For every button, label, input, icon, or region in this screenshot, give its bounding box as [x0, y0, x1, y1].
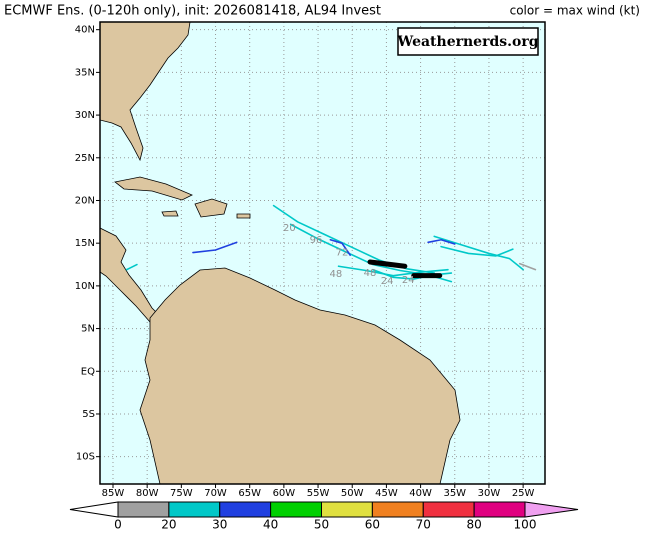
north-america [99, 21, 191, 162]
track [125, 263, 138, 271]
colorbar-label: 70 [416, 518, 431, 532]
colorbar-label: 100 [514, 518, 537, 532]
x-tick-label: 80W [136, 488, 159, 499]
track [433, 235, 524, 271]
tracks: 20 96 72 48 48 24 24 [125, 204, 537, 287]
colorbar-box [219, 501, 272, 518]
hour-label: 20 [283, 223, 296, 234]
cuba [114, 176, 193, 201]
x-tick-label: 85W [102, 488, 125, 499]
logo-box [397, 27, 539, 56]
hour-label: 48 [364, 268, 377, 279]
colorbar-label: 20 [161, 518, 176, 532]
y-tick-label: 10S [76, 452, 95, 463]
colorbar-label: 40 [263, 518, 278, 532]
colorbar-label: 80 [466, 518, 481, 532]
x-tick-label: 60W [273, 488, 296, 499]
south-america [139, 267, 461, 485]
colorbar-label: 60 [365, 518, 380, 532]
map-frame [99, 21, 546, 485]
colorbar-label: 50 [314, 518, 329, 532]
colorbar-box [117, 501, 170, 518]
x-tick-label: 50W [341, 488, 364, 499]
colorbar-box [422, 501, 475, 518]
y-tick-label: 20N [75, 195, 95, 206]
x-tick-label: 40W [409, 488, 432, 499]
colorbar-box [168, 501, 221, 518]
hour-label: 48 [329, 269, 342, 280]
colorbar-box [270, 501, 322, 518]
colorbar-label: 30 [212, 518, 227, 532]
y-tick-label: 15N [75, 238, 95, 249]
hour-label: 24 [402, 275, 415, 286]
x-tick-label: 35W [443, 488, 466, 499]
track [192, 241, 238, 254]
y-tick-label: 5N [81, 324, 95, 335]
color-note: color = max wind (kt) [510, 4, 640, 18]
colorbar-label: 0 [114, 518, 122, 532]
land [99, 21, 461, 485]
x-tick-label: 65W [238, 488, 261, 499]
y-tick-label: 40N [75, 25, 95, 36]
track [367, 259, 408, 269]
colorbar-box [321, 501, 373, 518]
colorbar-under [69, 501, 119, 518]
track [272, 204, 436, 274]
track [440, 245, 514, 257]
y-tick-label: 35N [75, 67, 95, 78]
y-tick-label: 25N [75, 153, 95, 164]
logo: Weathernerds.org [397, 34, 539, 50]
x-tick-label: 70W [204, 488, 227, 499]
y-tick-label: 5S [82, 409, 95, 420]
colorbar: 0 20 30 40 50 60 70 80 100 [69, 501, 579, 532]
colorbar-over [524, 501, 579, 518]
y-tick-label: 30N [75, 110, 95, 121]
x-tick-label: 25W [512, 488, 535, 499]
puerto-rico [236, 213, 251, 219]
x-tick-label: 55W [307, 488, 330, 499]
track [427, 238, 456, 245]
y-tick-label: EQ [81, 366, 95, 377]
title: ECMWF Ens. (0-120h only), init: 20260814… [4, 4, 381, 19]
y-tick-label: 10N [75, 281, 95, 292]
track [337, 265, 449, 277]
hour-label: 96 [310, 235, 323, 246]
hour-label: 24 [381, 276, 394, 287]
x-tick-label: 45W [375, 488, 398, 499]
hour-label: 72 [336, 248, 349, 259]
colorbar-box [371, 501, 424, 518]
colorbar-box [473, 501, 526, 518]
track [329, 238, 351, 256]
track [518, 262, 537, 271]
x-tick-label: 75W [170, 488, 193, 499]
hispaniola [194, 198, 228, 218]
x-tick-label: 30W [478, 488, 501, 499]
jamaica [161, 210, 179, 217]
